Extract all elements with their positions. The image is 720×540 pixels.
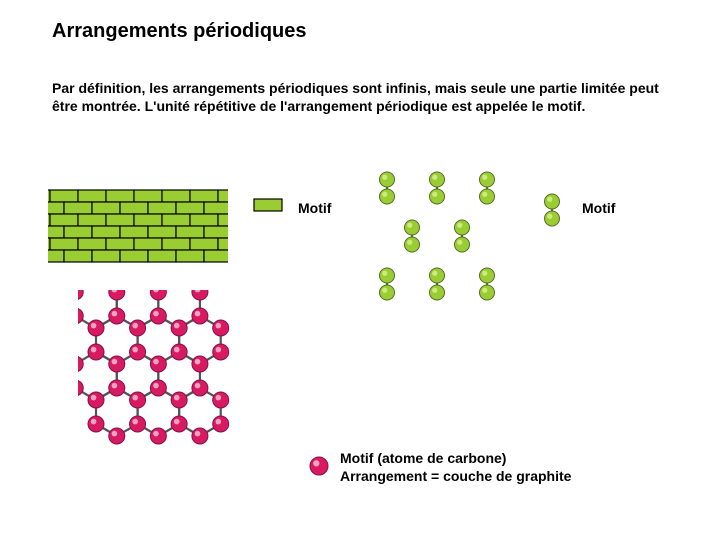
carbon-caption: Motif (atome de carbone) Arrangement = c… xyxy=(340,450,571,485)
carbon-caption-line1: Motif (atome de carbone) xyxy=(340,450,571,468)
motif-brick-icon xyxy=(253,198,287,221)
motif-carbon-icon xyxy=(307,454,331,483)
graphite-lattice xyxy=(78,290,235,455)
intro-text: Par définition, les arrangements périodi… xyxy=(52,80,672,115)
page-title: Arrangements périodiques xyxy=(52,20,307,43)
motif-brick-label: Motif xyxy=(298,200,331,216)
dumbbell-pattern xyxy=(375,170,505,310)
motif-dumbbell-icon xyxy=(540,192,564,235)
brick-pattern xyxy=(48,188,228,266)
carbon-caption-line2: Arrangement = couche de graphite xyxy=(340,468,571,486)
motif-dumbbell-label: Motif xyxy=(582,200,615,216)
